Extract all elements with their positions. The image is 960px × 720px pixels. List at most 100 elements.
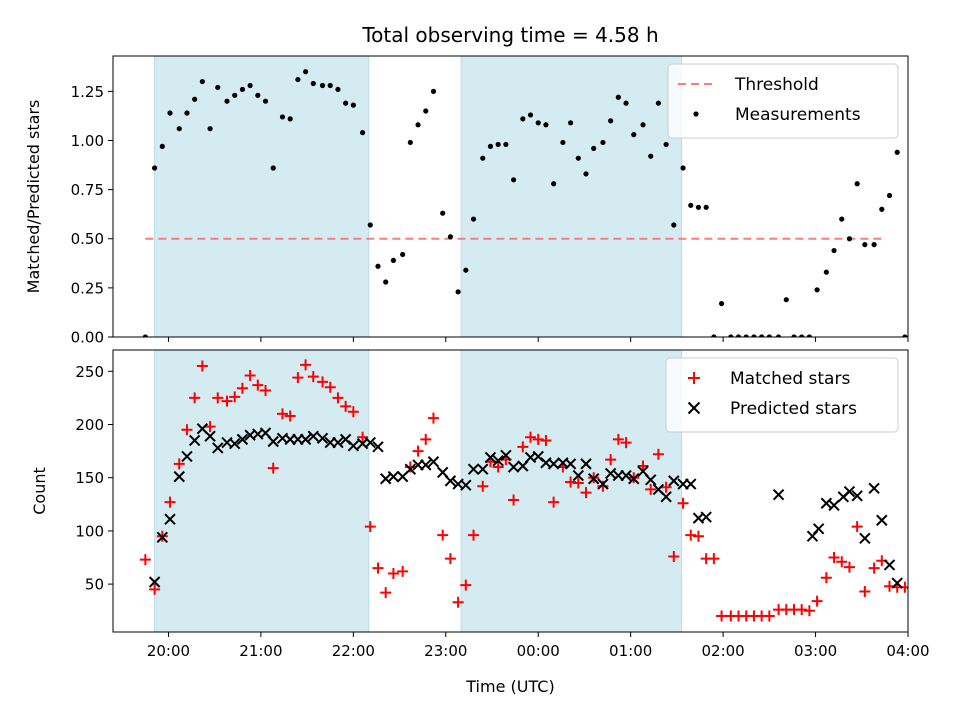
data-point xyxy=(846,236,853,242)
data-point xyxy=(407,139,413,146)
data-point xyxy=(520,116,526,122)
data-point xyxy=(167,110,173,116)
data-point xyxy=(221,395,233,407)
data-point xyxy=(470,216,477,222)
data-point xyxy=(447,234,454,240)
data-point xyxy=(159,143,165,149)
data-point xyxy=(859,586,871,598)
data-point xyxy=(367,222,373,228)
data-point xyxy=(580,458,592,470)
data-point xyxy=(575,155,581,161)
data-point xyxy=(350,102,356,108)
data-point xyxy=(324,381,336,393)
data-point xyxy=(181,424,193,436)
data-point xyxy=(728,334,734,337)
data-point xyxy=(868,482,880,495)
data-point xyxy=(199,78,205,85)
data-point xyxy=(189,392,201,404)
data-point xyxy=(276,408,288,420)
data-point xyxy=(527,112,534,118)
data-point xyxy=(663,141,669,148)
data-point xyxy=(437,529,449,541)
data-point xyxy=(173,470,185,483)
data-point xyxy=(327,82,333,89)
data-point xyxy=(660,491,672,503)
data-point xyxy=(597,478,609,490)
legend-marker-plus xyxy=(688,372,700,384)
data-point xyxy=(814,287,820,293)
data-point xyxy=(495,141,501,148)
y-tick-label: 1.25 xyxy=(71,83,104,101)
data-point xyxy=(711,334,717,337)
y-tick-label: 0.75 xyxy=(71,181,104,199)
data-point xyxy=(799,334,805,337)
data-point xyxy=(148,576,161,588)
data-point xyxy=(695,204,702,210)
data-point xyxy=(828,552,840,564)
legend-label: Matched stars xyxy=(730,369,850,389)
data-point xyxy=(565,476,577,488)
data-point xyxy=(284,410,296,422)
data-point xyxy=(347,406,359,418)
data-point xyxy=(317,376,329,388)
data-point xyxy=(910,334,915,339)
shaded-interval-2 xyxy=(460,349,683,633)
data-point xyxy=(430,88,437,94)
data-point xyxy=(455,289,461,295)
data-point xyxy=(383,279,389,285)
data-point xyxy=(270,165,276,171)
chart-title: Total observing time = 4.58 h xyxy=(361,23,658,47)
y-tick-label: 1.00 xyxy=(71,132,104,150)
data-point xyxy=(387,470,400,483)
data-point xyxy=(299,433,312,446)
data-point xyxy=(404,463,417,475)
data-point xyxy=(247,82,253,89)
data-point xyxy=(460,479,472,491)
data-point xyxy=(444,475,457,487)
data-point xyxy=(708,553,720,565)
data-point xyxy=(379,473,392,485)
data-point xyxy=(302,69,309,75)
data-point xyxy=(463,267,469,273)
data-point xyxy=(500,449,512,462)
data-point xyxy=(886,192,893,199)
y-tick-label: 0.25 xyxy=(71,279,104,297)
data-point xyxy=(412,445,424,457)
top-panel: 0.00 0.25 0.50 0.75 1.00 1.25 Total observing … xyxy=(24,23,915,347)
data-point xyxy=(307,371,319,383)
data-point xyxy=(608,118,614,124)
data-point xyxy=(812,523,825,535)
data-point xyxy=(868,562,880,574)
data-point xyxy=(775,334,782,337)
data-point xyxy=(640,122,646,128)
data-point xyxy=(879,206,885,212)
data-point xyxy=(244,370,256,382)
data-point xyxy=(560,139,566,146)
data-point xyxy=(836,556,848,568)
y-tick-label: 200 xyxy=(75,416,104,434)
data-point xyxy=(828,499,840,512)
y-tick-label: 100 xyxy=(75,522,104,540)
x-tick-label: 04:00 xyxy=(886,642,929,660)
data-point xyxy=(716,610,728,622)
data-point xyxy=(902,334,908,337)
data-point xyxy=(397,565,409,577)
data-point xyxy=(460,579,472,591)
data-point xyxy=(267,435,279,448)
data-point xyxy=(204,421,216,433)
data-point xyxy=(580,487,592,499)
data-point xyxy=(543,122,549,128)
data-point xyxy=(181,450,193,463)
data-point xyxy=(184,110,190,116)
data-point xyxy=(492,461,504,473)
data-point xyxy=(628,473,640,485)
data-point xyxy=(510,177,517,183)
data-point xyxy=(444,553,456,565)
data-point xyxy=(492,454,504,467)
data-point xyxy=(176,126,182,132)
data-point xyxy=(415,122,421,128)
data-point xyxy=(583,171,589,177)
data-point xyxy=(564,458,577,470)
data-point xyxy=(783,297,789,303)
data-point xyxy=(894,149,900,155)
